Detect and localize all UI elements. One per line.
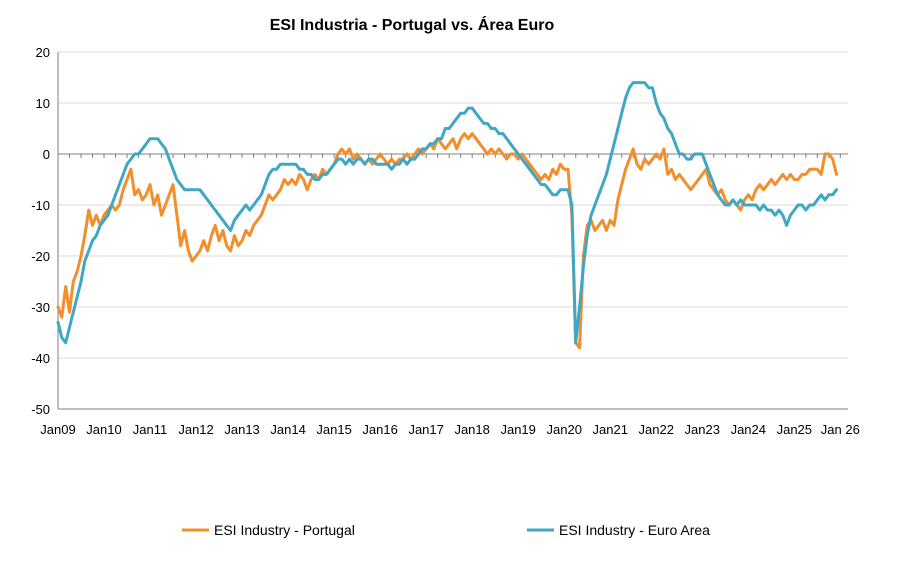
- x-tick-label: Jan17: [408, 422, 443, 437]
- y-tick-label: 0: [43, 147, 50, 162]
- x-tick-label: Jan10: [86, 422, 121, 437]
- legend-label: ESI Industry - Euro Area: [559, 522, 710, 538]
- x-tick-label: Jan21: [593, 422, 628, 437]
- y-tick-label: -40: [31, 351, 50, 366]
- y-tick-label: 10: [36, 96, 50, 111]
- x-tick-label: Jan 26: [821, 422, 860, 437]
- y-tick-label: -50: [31, 402, 50, 417]
- x-tick-label: Jan13: [224, 422, 259, 437]
- x-tick-label: Jan18: [454, 422, 489, 437]
- y-tick-label: -20: [31, 249, 50, 264]
- y-axis-labels: 20 10 0 -10 -20 -30 -40 -50: [31, 45, 50, 417]
- x-tick-label: Jan15: [316, 422, 351, 437]
- x-axis: Jan09 Jan10 Jan11 Jan12 Jan13 Jan14 Jan15 Jan16…: [40, 153, 860, 437]
- y-tick-label: -30: [31, 300, 50, 315]
- y-tick-label: -10: [31, 198, 50, 213]
- grid-layer: [57, 51, 848, 410]
- series-line-portugal: [56, 132, 838, 350]
- x-tick-label: Jan23: [685, 422, 720, 437]
- x-tick-label: Jan19: [500, 422, 535, 437]
- x-tick-label: Jan11: [133, 422, 167, 437]
- series-layer: [56, 81, 838, 350]
- x-tick-label: Jan14: [270, 422, 305, 437]
- x-tick-label: Jan12: [178, 422, 213, 437]
- x-tick-label: Jan25: [777, 422, 812, 437]
- x-tick-label: Jan09: [40, 422, 75, 437]
- series-line-euro-area: [56, 81, 838, 345]
- x-tick-label: Jan22: [639, 422, 674, 437]
- x-tick-label: Jan20: [547, 422, 582, 437]
- legend: ESI Industry - Portugal ESI Industry - Eu…: [182, 522, 710, 538]
- chart-title: ESI Industria - Portugal vs. Área Euro: [270, 15, 555, 34]
- x-tick-label: Jan24: [731, 422, 766, 437]
- legend-label: ESI Industry - Portugal: [214, 522, 355, 538]
- y-tick-label: 20: [36, 45, 50, 60]
- x-tick-label: Jan16: [362, 422, 397, 437]
